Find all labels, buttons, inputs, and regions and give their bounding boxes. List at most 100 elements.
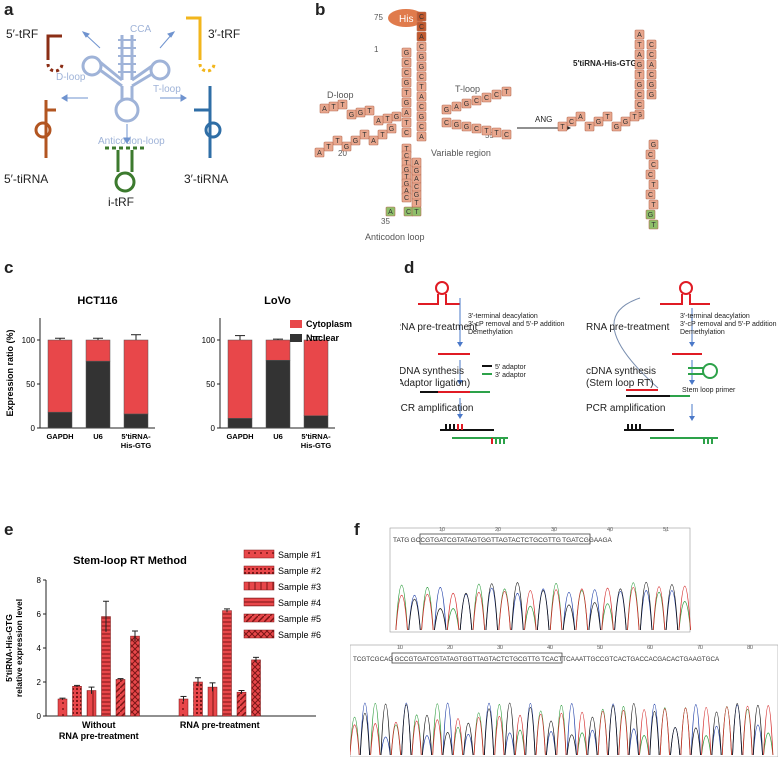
panel-label: b bbox=[315, 0, 326, 19]
base-t-arm: C bbox=[471, 95, 482, 106]
base-d-arm: T bbox=[364, 105, 375, 116]
svg-text:G: G bbox=[648, 212, 653, 219]
base-d-arm: T bbox=[328, 101, 339, 112]
legend-label: Sample #2 bbox=[278, 566, 321, 576]
loop-label-cca: CCA bbox=[130, 24, 151, 35]
trace2-tick-label: 10 bbox=[397, 645, 403, 651]
svg-text:G: G bbox=[637, 62, 642, 69]
legend-label: Nuclear bbox=[306, 333, 340, 343]
base-acceptor-5prime: C bbox=[401, 67, 412, 78]
bar-nuclear bbox=[85, 360, 111, 429]
base-acceptor-3prime: G bbox=[416, 61, 427, 72]
svg-text:T: T bbox=[404, 174, 409, 181]
bar-sample-4 bbox=[222, 610, 232, 717]
y-tick-label: 0 bbox=[31, 424, 36, 433]
bar-cytoplasm bbox=[303, 339, 329, 416]
y-tick-label: 6 bbox=[37, 610, 42, 619]
label-itrf: i-tRF bbox=[108, 195, 134, 209]
trace1-tick-label: 30 bbox=[551, 527, 557, 533]
base-anticodon: C bbox=[403, 206, 414, 217]
svg-text:T: T bbox=[414, 200, 419, 207]
base-acceptor-3prime: C bbox=[416, 121, 427, 132]
left-adaptor5: 5′ adaptor bbox=[495, 364, 527, 371]
base-d-arm: G bbox=[341, 141, 352, 152]
chromatogram-trace bbox=[408, 587, 679, 631]
bar-cytoplasm bbox=[85, 339, 111, 362]
legend-label: Sample #6 bbox=[278, 630, 321, 640]
base-acceptor-3prime: G bbox=[416, 111, 427, 122]
svg-text:G: G bbox=[649, 92, 654, 99]
svg-text:A: A bbox=[317, 150, 322, 157]
base-d-arm: A bbox=[373, 115, 384, 126]
number-1: 1 bbox=[374, 45, 379, 54]
chromatogram-figure: TATG GCCGTGATCGTATAGTGGTTAGTACTCTGCGTTG … bbox=[349, 527, 778, 758]
svg-text:T: T bbox=[331, 104, 336, 111]
right-note2: 3′-cP removal and 5′-P addition bbox=[680, 321, 777, 328]
his-badge bbox=[388, 9, 424, 27]
base-d-arm: G bbox=[355, 107, 366, 118]
base-t-arm: G bbox=[451, 119, 462, 130]
svg-text:G: G bbox=[404, 181, 409, 188]
svg-text:C: C bbox=[504, 132, 509, 139]
svg-text:G: G bbox=[404, 50, 409, 57]
base-t-arm: T bbox=[481, 125, 492, 136]
x-tick-label: RNA pre-treatment bbox=[180, 720, 260, 730]
left-step1: RNA pre-treatment bbox=[400, 322, 478, 333]
svg-text:C: C bbox=[649, 42, 654, 49]
svg-text:G: G bbox=[419, 64, 424, 71]
stacked-bar-chart-0: HCT116 0 50 100 GAPDH U6 5′tiRNA-His-GTG bbox=[22, 295, 155, 450]
svg-text:C: C bbox=[404, 153, 409, 160]
trace1-frame bbox=[389, 527, 691, 633]
base-acceptor-3prime: C bbox=[416, 71, 427, 82]
chromatogram-trace bbox=[395, 585, 691, 631]
svg-text:G: G bbox=[404, 167, 409, 174]
y-axis-label: Expression ratio (%) bbox=[5, 329, 15, 416]
base-product: C bbox=[648, 159, 659, 170]
label-5tirna: 5′-tiRNA bbox=[4, 172, 48, 186]
x-tick-label: Without bbox=[82, 720, 115, 730]
base-product-stem: C bbox=[646, 69, 657, 80]
bar-cytoplasm bbox=[123, 339, 149, 415]
svg-text:C: C bbox=[651, 162, 656, 169]
panel-label: f bbox=[354, 520, 360, 539]
svg-text:C: C bbox=[569, 119, 574, 126]
svg-text:C: C bbox=[648, 152, 653, 159]
svg-text:A: A bbox=[419, 94, 424, 101]
legend: Sample #1 Sample #2 Sample #3 Sample #4 Samp… bbox=[243, 549, 321, 640]
svg-text:C: C bbox=[637, 92, 642, 99]
svg-text:T: T bbox=[560, 124, 565, 131]
trna-fragments-diagram: CCA D-loop T-loop Anticodon-loop 5′-tRF … bbox=[4, 16, 240, 209]
trace2-highlight bbox=[391, 652, 563, 664]
number-35: 35 bbox=[381, 217, 390, 226]
legend-swatch bbox=[243, 629, 275, 639]
variable-region-text: Variable region bbox=[431, 148, 491, 158]
svg-text:A: A bbox=[414, 176, 419, 183]
base-d-arm: T bbox=[337, 99, 348, 110]
svg-text:T: T bbox=[637, 42, 642, 49]
trace1-tick-label: 20 bbox=[495, 527, 501, 533]
chromatogram-trace bbox=[349, 705, 774, 756]
svg-text:C: C bbox=[404, 60, 409, 67]
svg-text:C: C bbox=[419, 74, 424, 81]
base-product-stem: A bbox=[646, 59, 657, 70]
x-tick-label: U6 bbox=[273, 432, 283, 441]
svg-text:T: T bbox=[326, 144, 331, 151]
svg-text:T: T bbox=[340, 102, 345, 109]
y-tick-label: 100 bbox=[22, 336, 36, 345]
base-t-arm: T bbox=[491, 127, 502, 138]
base-acceptor-3prime: T bbox=[416, 81, 427, 92]
svg-text:C: C bbox=[419, 14, 424, 21]
panel-label: a bbox=[4, 0, 14, 19]
label-3trf: 3′-tRF bbox=[208, 27, 240, 41]
y-tick-label: 50 bbox=[26, 380, 35, 389]
x-tick-label: GAPDH bbox=[46, 432, 73, 441]
trace2-frame bbox=[349, 644, 778, 758]
svg-text:C: C bbox=[404, 130, 409, 137]
svg-text:A: A bbox=[454, 104, 459, 111]
base-d-arm: A bbox=[319, 103, 330, 114]
bar-cytoplasm bbox=[227, 339, 253, 419]
right-pcr-product bbox=[624, 424, 718, 444]
chromatogram-trace bbox=[359, 702, 763, 756]
y-tick-label: 100 bbox=[202, 336, 216, 345]
